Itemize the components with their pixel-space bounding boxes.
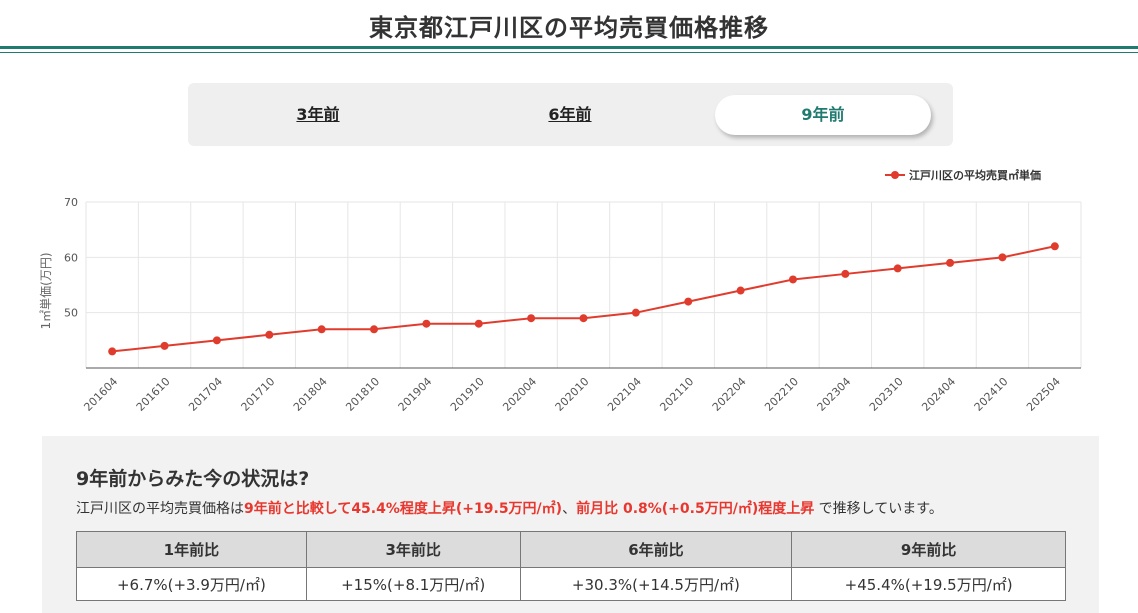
- x-tick-label: 202310: [867, 375, 906, 414]
- tab-3-years[interactable]: 3年前: [296, 105, 340, 124]
- data-point: [160, 341, 169, 350]
- data-point: [108, 347, 117, 356]
- data-point: [579, 314, 588, 323]
- x-tick-label: 202010: [553, 375, 592, 414]
- x-tick-label: 201810: [343, 375, 382, 414]
- header-9-years: 9年前比: [791, 531, 1066, 568]
- x-tick-label: 202410: [972, 375, 1011, 414]
- summary-highlight-monthly: 前月比 0.8%(+0.5万円/㎡)程度上昇: [576, 501, 815, 517]
- y-tick-label: 50: [64, 307, 78, 320]
- data-point: [422, 319, 431, 328]
- data-point: [788, 275, 797, 284]
- comparison-header-row: 1年前比 3年前比 6年前比 9年前比: [76, 531, 1066, 568]
- x-tick-label: 202104: [605, 375, 644, 414]
- data-point: [265, 330, 274, 339]
- summary-separator: 、: [562, 501, 577, 517]
- data-point: [684, 297, 693, 306]
- x-axis-ticks: 201604 201610 201704 201710 201804 201810 2019…: [81, 375, 1063, 414]
- chart-grid: [85, 201, 1082, 369]
- summary-suffix: で推移しています。: [814, 501, 943, 517]
- x-tick-label: 201904: [396, 375, 435, 414]
- x-tick-label: 202404: [919, 375, 958, 414]
- summary-highlight-9year: 9年前と比較して45.4%程度上昇(+19.5万円/㎡): [244, 501, 563, 517]
- period-tab-bar: 3年前 6年前 9年前: [188, 83, 953, 146]
- x-tick-label: 201704: [186, 375, 225, 414]
- y-axis-label: 1㎡単価(万円): [39, 253, 53, 330]
- price-line-chart: 江戸川区の平均売買㎡単価 1㎡単価(万円) 50 60 70 201604 20161…: [39, 168, 1082, 414]
- header-1-year: 1年前比: [76, 531, 307, 568]
- header-3-years: 3年前比: [305, 531, 521, 568]
- data-point: [841, 269, 850, 278]
- x-tick-label: 201610: [134, 375, 173, 414]
- y-tick-label: 60: [64, 251, 78, 264]
- data-point: [946, 258, 955, 267]
- summary-heading: 9年前からみた今の状況は?: [76, 468, 310, 490]
- data-point: [474, 319, 483, 328]
- data-point: [631, 308, 640, 317]
- x-tick-label: 201604: [81, 375, 120, 414]
- series-line: [112, 245, 1056, 353]
- comparison-value-row: +6.7%(+3.9万円/㎡) +15%(+8.1万円/㎡) +30.3%(+1…: [76, 567, 1066, 601]
- chart-legend: 江戸川区の平均売買㎡単価: [885, 168, 1041, 182]
- comparison-table: 1年前比 3年前比 6年前比 9年前比 +6.7%(+3.9万円/㎡) +15%…: [76, 531, 1066, 601]
- data-point: [317, 325, 326, 334]
- x-tick-label: 202304: [815, 375, 854, 414]
- x-tick-label: 201710: [239, 375, 278, 414]
- value-9-years: +45.4%(+19.5万円/㎡): [791, 567, 1066, 601]
- data-point: [527, 314, 536, 323]
- x-tick-label: 202210: [762, 375, 801, 414]
- y-tick-label: 70: [64, 196, 78, 209]
- x-tick-label: 202204: [710, 375, 749, 414]
- series-points: [108, 242, 1059, 356]
- x-tick-label: 201910: [448, 375, 487, 414]
- legend-label: 江戸川区の平均売買㎡単価: [909, 168, 1041, 182]
- y-axis-ticks: 50 60 70: [64, 196, 78, 320]
- data-point: [212, 336, 221, 345]
- summary-panel: 9年前からみた今の状況は? 江戸川区の平均売買価格は9年前と比較して45.4%程…: [42, 436, 1099, 613]
- x-tick-label: 202110: [657, 375, 696, 414]
- value-6-years: +30.3%(+14.5万円/㎡): [519, 567, 793, 601]
- summary-prefix: 江戸川区の平均売買価格は: [76, 501, 244, 517]
- title-rule: [0, 46, 1138, 49]
- title-rule-thin: [0, 52, 1138, 53]
- value-1-year: +6.7%(+3.9万円/㎡): [76, 567, 307, 601]
- value-3-years: +15%(+8.1万円/㎡): [305, 567, 521, 601]
- data-point: [998, 253, 1007, 262]
- page-title: 東京都江戸川区の平均売買価格推移: [369, 14, 769, 42]
- data-point: [370, 325, 379, 334]
- data-point: [736, 286, 745, 295]
- x-tick-label: 202004: [500, 375, 539, 414]
- tab-6-years[interactable]: 6年前: [548, 105, 592, 124]
- x-tick-label: 202504: [1024, 375, 1063, 414]
- x-tick-label: 201804: [291, 375, 330, 414]
- data-point: [893, 264, 902, 273]
- header-6-years: 6年前比: [519, 531, 793, 568]
- data-point: [1050, 242, 1059, 251]
- legend-marker: [891, 171, 899, 179]
- summary-text: 江戸川区の平均売買価格は9年前と比較して45.4%程度上昇(+19.5万円/㎡)…: [76, 498, 943, 518]
- tab-9-years[interactable]: 9年前: [715, 95, 931, 135]
